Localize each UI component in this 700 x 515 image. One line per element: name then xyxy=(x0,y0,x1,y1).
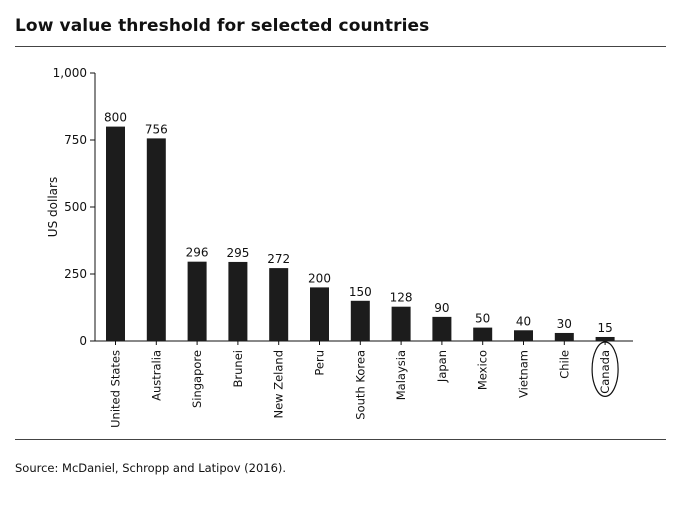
y-axis-label: US dollars xyxy=(46,177,60,237)
category-label: New Zeland xyxy=(272,350,286,419)
bar-value-label: 50 xyxy=(475,312,490,326)
bar xyxy=(514,330,533,341)
source-divider xyxy=(15,439,666,440)
bar-value-label: 296 xyxy=(186,246,209,260)
category-label: Canada xyxy=(598,350,612,394)
bar xyxy=(228,261,248,341)
bar xyxy=(269,268,289,341)
y-tick-label: 0 xyxy=(79,334,87,348)
bar xyxy=(146,138,166,341)
bar-value-label: 40 xyxy=(516,314,531,328)
category-label: Australia xyxy=(149,350,163,401)
bar xyxy=(554,332,574,341)
category-label: Vietnam xyxy=(517,350,531,398)
bar-value-label: 272 xyxy=(267,252,290,266)
bar xyxy=(350,300,370,341)
category-label: Malaysia xyxy=(394,350,408,400)
y-tick-label: 1,000 xyxy=(53,66,87,80)
bar xyxy=(432,316,452,341)
bar xyxy=(187,261,207,341)
bar xyxy=(310,287,329,341)
bar xyxy=(391,306,411,341)
bar-value-label: 90 xyxy=(434,301,449,315)
bar-value-label: 128 xyxy=(390,291,413,305)
bar-value-label: 800 xyxy=(104,111,127,125)
bar xyxy=(595,336,615,341)
category-label: Peru xyxy=(313,350,327,376)
category-label: United States xyxy=(109,350,123,428)
category-label: Japan xyxy=(435,350,449,383)
bar xyxy=(106,126,125,341)
bar-value-label: 15 xyxy=(597,321,612,335)
category-label: Chile xyxy=(557,350,571,379)
bar xyxy=(473,327,493,341)
category-label: Brunei xyxy=(231,350,245,387)
bar-value-label: 295 xyxy=(226,246,249,260)
y-tick-label: 750 xyxy=(64,133,87,147)
y-tick-label: 500 xyxy=(64,200,87,214)
category-label: Singapore xyxy=(190,350,204,408)
y-tick-label: 250 xyxy=(64,267,87,281)
bar-value-label: 756 xyxy=(145,122,168,136)
bar-value-label: 30 xyxy=(557,317,572,331)
bar-value-label: 150 xyxy=(349,285,372,299)
source-note: Source: McDaniel, Schropp and Latipov (2… xyxy=(15,461,287,475)
page-title: Low value threshold for selected countri… xyxy=(15,16,430,36)
highlight-ellipse xyxy=(591,341,619,398)
bar-value-label: 200 xyxy=(308,271,331,285)
category-label: South Korea xyxy=(353,350,367,420)
title-divider xyxy=(15,46,666,47)
category-label: Mexico xyxy=(476,350,490,390)
